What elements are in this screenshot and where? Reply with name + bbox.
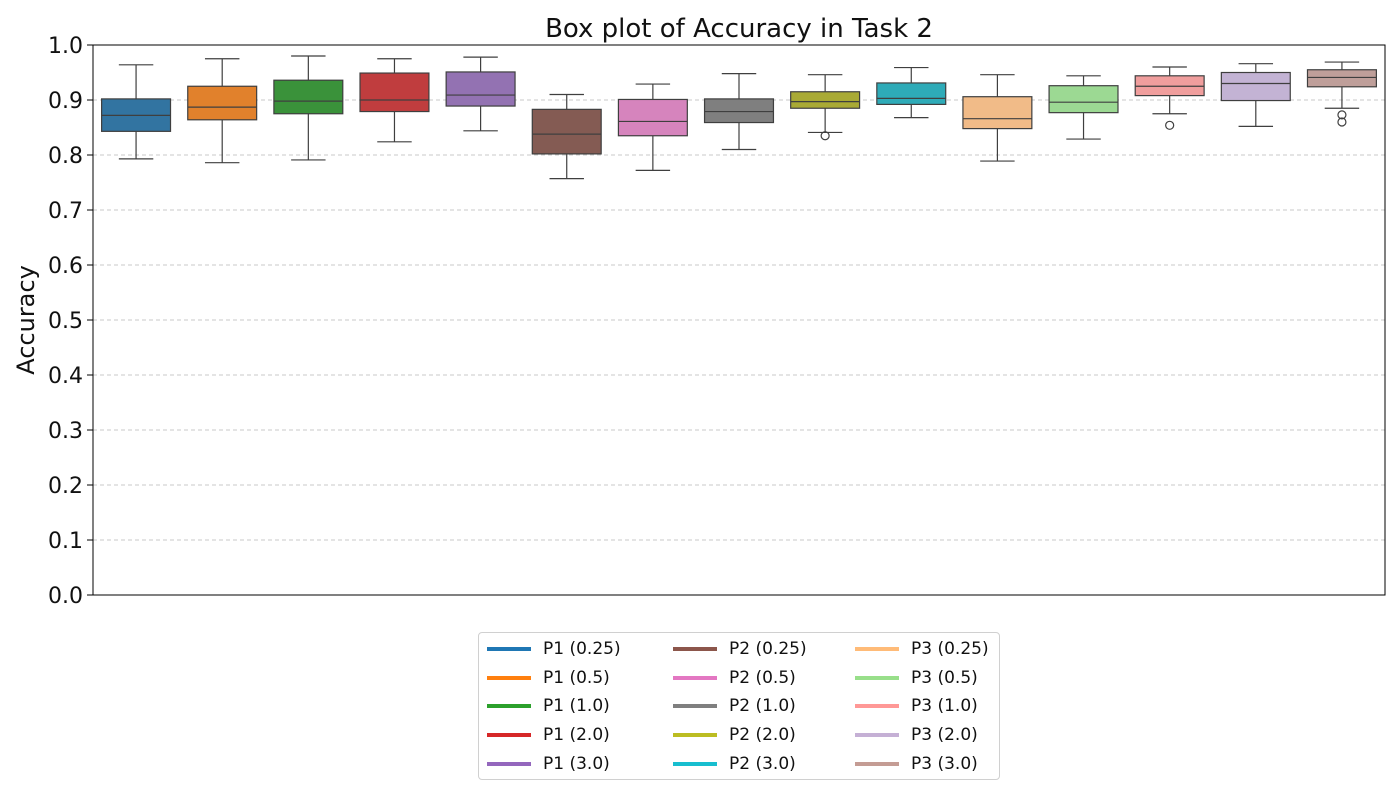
box-p3-0-5 xyxy=(1048,75,1119,140)
grid-lines xyxy=(93,99,1385,541)
legend-swatch xyxy=(855,704,899,709)
legend-label: P2 (2.0) xyxy=(729,725,796,746)
box-p3-2-0 xyxy=(1220,63,1291,128)
legend-item: P3 (3.0) xyxy=(855,753,978,775)
box-iqr xyxy=(876,82,947,105)
y-tick-label: 0.0 xyxy=(48,584,83,609)
box-p3-3-0 xyxy=(1306,61,1377,127)
y-tick-label: 0.2 xyxy=(48,474,83,499)
outlier-point xyxy=(1337,110,1347,120)
box-iqr xyxy=(1048,85,1119,114)
legend-item: P1 (0.5) xyxy=(487,667,610,689)
legend-swatch xyxy=(855,761,899,766)
legend-label: P2 (3.0) xyxy=(729,753,796,774)
legend-swatch xyxy=(487,761,531,766)
legend-label: P3 (0.25) xyxy=(911,639,989,659)
box-p1-0-25 xyxy=(101,64,172,160)
legend-item: P1 (0.25) xyxy=(487,638,621,660)
legend-item: P2 (2.0) xyxy=(673,724,796,746)
legend-item: P2 (0.5) xyxy=(673,667,796,689)
legend-item: P1 (3.0) xyxy=(487,753,610,775)
y-tick-label: 0.8 xyxy=(48,144,83,169)
box-iqr xyxy=(962,96,1033,130)
y-tick-label: 0.4 xyxy=(48,364,83,389)
legend-label: P1 (0.5) xyxy=(543,667,610,688)
chart-legend: P1 (0.25) P1 (0.5) P1 (1.0) P1 (2.0) P1 (3.0… xyxy=(478,632,1000,780)
y-tick-label: 1.0 xyxy=(48,34,83,59)
y-axis-label: Accuracy xyxy=(12,265,40,375)
box-p2-1-0 xyxy=(703,72,775,151)
y-tick-label: 0.7 xyxy=(48,199,83,224)
box-p1-1-0 xyxy=(273,55,344,161)
y-tick-label: 0.6 xyxy=(48,254,83,279)
legend-label: P3 (0.5) xyxy=(911,667,978,688)
legend-label: P1 (0.25) xyxy=(543,639,621,659)
legend-swatch xyxy=(487,704,531,709)
legend-swatch xyxy=(673,675,717,680)
box-p1-2-0 xyxy=(359,58,430,143)
legend-item: P1 (2.0) xyxy=(487,724,610,746)
outlier-point xyxy=(820,131,830,141)
box-iqr xyxy=(273,79,344,115)
box-p3-0-25 xyxy=(962,74,1033,162)
legend-item: P2 (0.25) xyxy=(673,638,807,660)
legend-swatch xyxy=(673,733,717,738)
legend-swatch xyxy=(855,647,899,651)
box-iqr xyxy=(531,108,602,155)
legend-swatch xyxy=(673,761,717,766)
legend-label: P2 (0.25) xyxy=(729,639,807,659)
box-p2-0-25 xyxy=(531,93,602,180)
legend-swatch xyxy=(487,647,531,651)
box-p1-3-0 xyxy=(445,56,516,132)
outlier-point xyxy=(1165,120,1175,130)
box-iqr xyxy=(359,72,430,113)
legend-item: P3 (1.0) xyxy=(855,695,978,717)
legend-label: P3 (3.0) xyxy=(911,753,978,774)
box-iqr xyxy=(790,91,861,109)
legend-swatch xyxy=(487,733,531,738)
plot-frame xyxy=(92,44,1386,596)
box-p2-2-0 xyxy=(790,74,861,141)
box-p3-1-0 xyxy=(1134,66,1205,130)
y-tick-label: 0.3 xyxy=(48,419,83,444)
legend-label: P1 (1.0) xyxy=(543,696,610,717)
legend-label: P3 (2.0) xyxy=(911,725,978,746)
box-iqr xyxy=(1220,71,1291,102)
y-tick-label: 0.1 xyxy=(48,529,83,554)
legend-swatch xyxy=(855,675,899,680)
legend-label: P1 (2.0) xyxy=(543,725,610,746)
box-iqr xyxy=(445,71,516,107)
legend-item: P2 (3.0) xyxy=(673,753,796,775)
legend-label: P1 (3.0) xyxy=(543,753,610,774)
box-series xyxy=(101,55,1377,180)
y-axis-ticks: 0.0 0.1 0.2 0.3 0.4 0.5 0.6 0.7 0.8 0.9 1.0 xyxy=(48,34,93,609)
legend-swatch xyxy=(855,733,899,738)
legend-swatch xyxy=(487,675,531,680)
legend-swatch xyxy=(673,704,717,709)
box-iqr xyxy=(703,98,775,124)
box-p1-0-5 xyxy=(187,58,258,164)
y-tick-label: 0.5 xyxy=(48,309,83,334)
legend-item: P3 (0.25) xyxy=(855,638,989,660)
box-iqr xyxy=(187,85,258,121)
legend-swatch xyxy=(673,647,717,651)
legend-item: P1 (1.0) xyxy=(487,695,610,717)
box-iqr xyxy=(617,98,688,137)
outlier-point xyxy=(1337,117,1347,127)
legend-label: P2 (0.5) xyxy=(729,667,796,688)
y-tick-label: 0.9 xyxy=(48,89,83,114)
legend-item: P3 (2.0) xyxy=(855,724,978,746)
legend-label: P3 (1.0) xyxy=(911,696,978,717)
box-iqr xyxy=(1306,69,1377,88)
chart-title: Box plot of Accuracy in Task 2 xyxy=(545,14,933,44)
legend-label: P2 (1.0) xyxy=(729,696,796,717)
box-p2-3-0 xyxy=(876,66,947,119)
legend-item: P2 (1.0) xyxy=(673,695,796,717)
box-p2-0-5 xyxy=(617,83,688,171)
legend-item: P3 (0.5) xyxy=(855,667,978,689)
